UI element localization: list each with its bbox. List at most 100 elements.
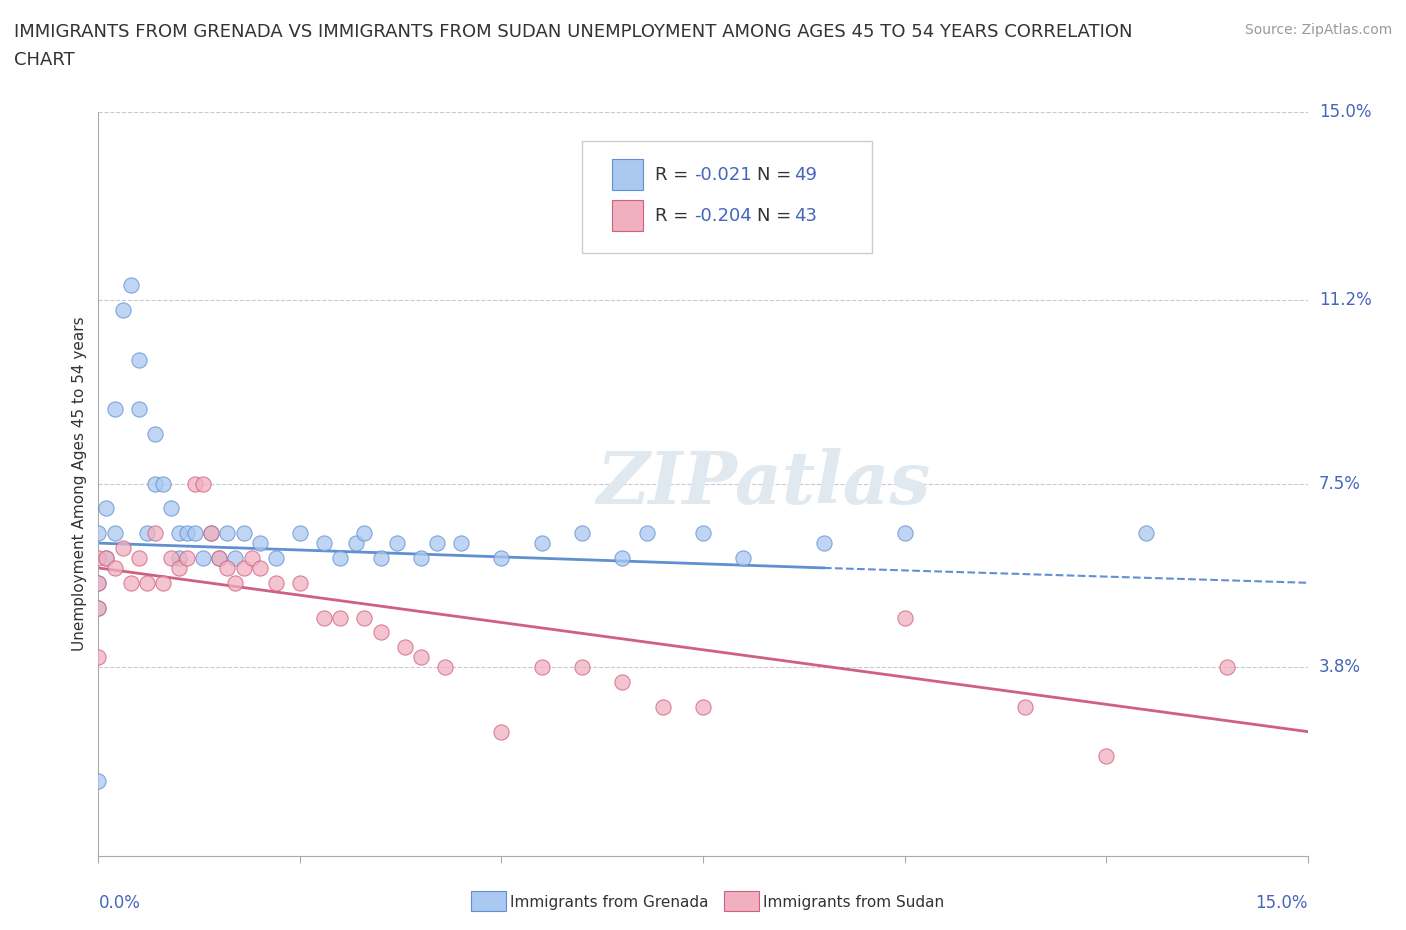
Point (571, 525, 593, 540)
Text: ZIPatlas: ZIPatlas (596, 448, 931, 519)
Text: IMMIGRANTS FROM GRENADA VS IMMIGRANTS FROM SUDAN UNEMPLOYMENT AMONG AGES 45 TO 5: IMMIGRANTS FROM GRENADA VS IMMIGRANTS FR… (14, 23, 1133, 41)
Point (571, 659, 593, 674)
Point (184, 476, 207, 491)
Point (224, 576, 246, 591)
Point (893, 610, 915, 625)
Point (128, 352, 150, 367)
Y-axis label: Unemployment Among Ages 45 to 54 years: Unemployment Among Ages 45 to 54 years (72, 316, 87, 651)
Text: N =: N = (758, 206, 797, 225)
Text: Source: ZipAtlas.com: Source: ZipAtlas.com (1244, 23, 1392, 37)
Text: Immigrants from Grenada: Immigrants from Grenada (510, 895, 709, 910)
Point (450, 536, 472, 551)
Point (167, 551, 190, 565)
Point (111, 540, 134, 555)
Point (692, 525, 714, 540)
Point (264, 576, 287, 591)
Text: 3.8%: 3.8% (1319, 658, 1361, 676)
Point (87, 576, 110, 591)
Point (87, 525, 110, 540)
Text: R =: R = (655, 206, 693, 225)
Point (143, 476, 166, 491)
Point (370, 625, 392, 640)
Text: N =: N = (758, 166, 797, 184)
Point (87, 576, 110, 591)
Point (135, 525, 157, 540)
Point (288, 576, 311, 591)
Point (87, 650, 110, 665)
Text: -0.204: -0.204 (695, 206, 752, 225)
Point (160, 501, 183, 516)
Point (200, 525, 222, 540)
Point (87, 551, 110, 565)
FancyBboxPatch shape (613, 200, 643, 232)
Point (176, 551, 198, 565)
FancyBboxPatch shape (582, 141, 872, 253)
Point (160, 551, 183, 565)
Point (264, 551, 287, 565)
Point (1095, 749, 1118, 764)
Point (224, 551, 246, 565)
Point (103, 525, 125, 540)
Point (232, 561, 254, 576)
Point (167, 561, 190, 576)
Text: 15.0%: 15.0% (1256, 895, 1308, 912)
Point (232, 525, 254, 540)
Point (184, 525, 207, 540)
Point (530, 536, 553, 551)
Point (434, 659, 457, 674)
Point (128, 551, 150, 565)
Point (733, 551, 755, 565)
Point (409, 650, 432, 665)
Point (491, 724, 513, 739)
Point (87, 600, 110, 615)
Text: 49: 49 (794, 166, 817, 184)
Point (120, 576, 142, 591)
Point (96, 501, 118, 516)
Point (217, 561, 239, 576)
Point (87, 600, 110, 615)
Point (813, 536, 835, 551)
Point (111, 302, 134, 317)
Point (329, 551, 352, 565)
Point (344, 536, 367, 551)
Text: 7.5%: 7.5% (1319, 474, 1361, 493)
Point (249, 561, 271, 576)
Point (530, 659, 553, 674)
Point (193, 476, 215, 491)
Point (200, 525, 222, 540)
Point (1135, 525, 1157, 540)
Text: CHART: CHART (14, 51, 75, 69)
Point (491, 551, 513, 565)
Text: Immigrants from Sudan: Immigrants from Sudan (763, 895, 945, 910)
Point (329, 610, 352, 625)
Point (288, 525, 311, 540)
Point (167, 525, 190, 540)
Point (143, 427, 166, 442)
Text: 15.0%: 15.0% (1319, 102, 1371, 121)
Point (208, 551, 231, 565)
Point (103, 402, 125, 417)
Point (96, 551, 118, 565)
Point (143, 525, 166, 540)
Point (893, 525, 915, 540)
Text: 11.2%: 11.2% (1319, 291, 1371, 309)
Text: -0.021: -0.021 (695, 166, 752, 184)
Point (240, 551, 263, 565)
Point (409, 551, 432, 565)
Point (152, 476, 174, 491)
Point (120, 278, 142, 293)
Point (193, 551, 215, 565)
Point (426, 536, 449, 551)
Point (176, 525, 198, 540)
Point (636, 525, 658, 540)
Point (87, 774, 110, 789)
Point (353, 525, 375, 540)
Point (612, 551, 634, 565)
Point (128, 402, 150, 417)
Point (385, 536, 408, 551)
Point (353, 610, 375, 625)
Point (692, 699, 714, 714)
Point (96, 551, 118, 565)
Point (314, 536, 336, 551)
Text: 43: 43 (794, 206, 817, 225)
